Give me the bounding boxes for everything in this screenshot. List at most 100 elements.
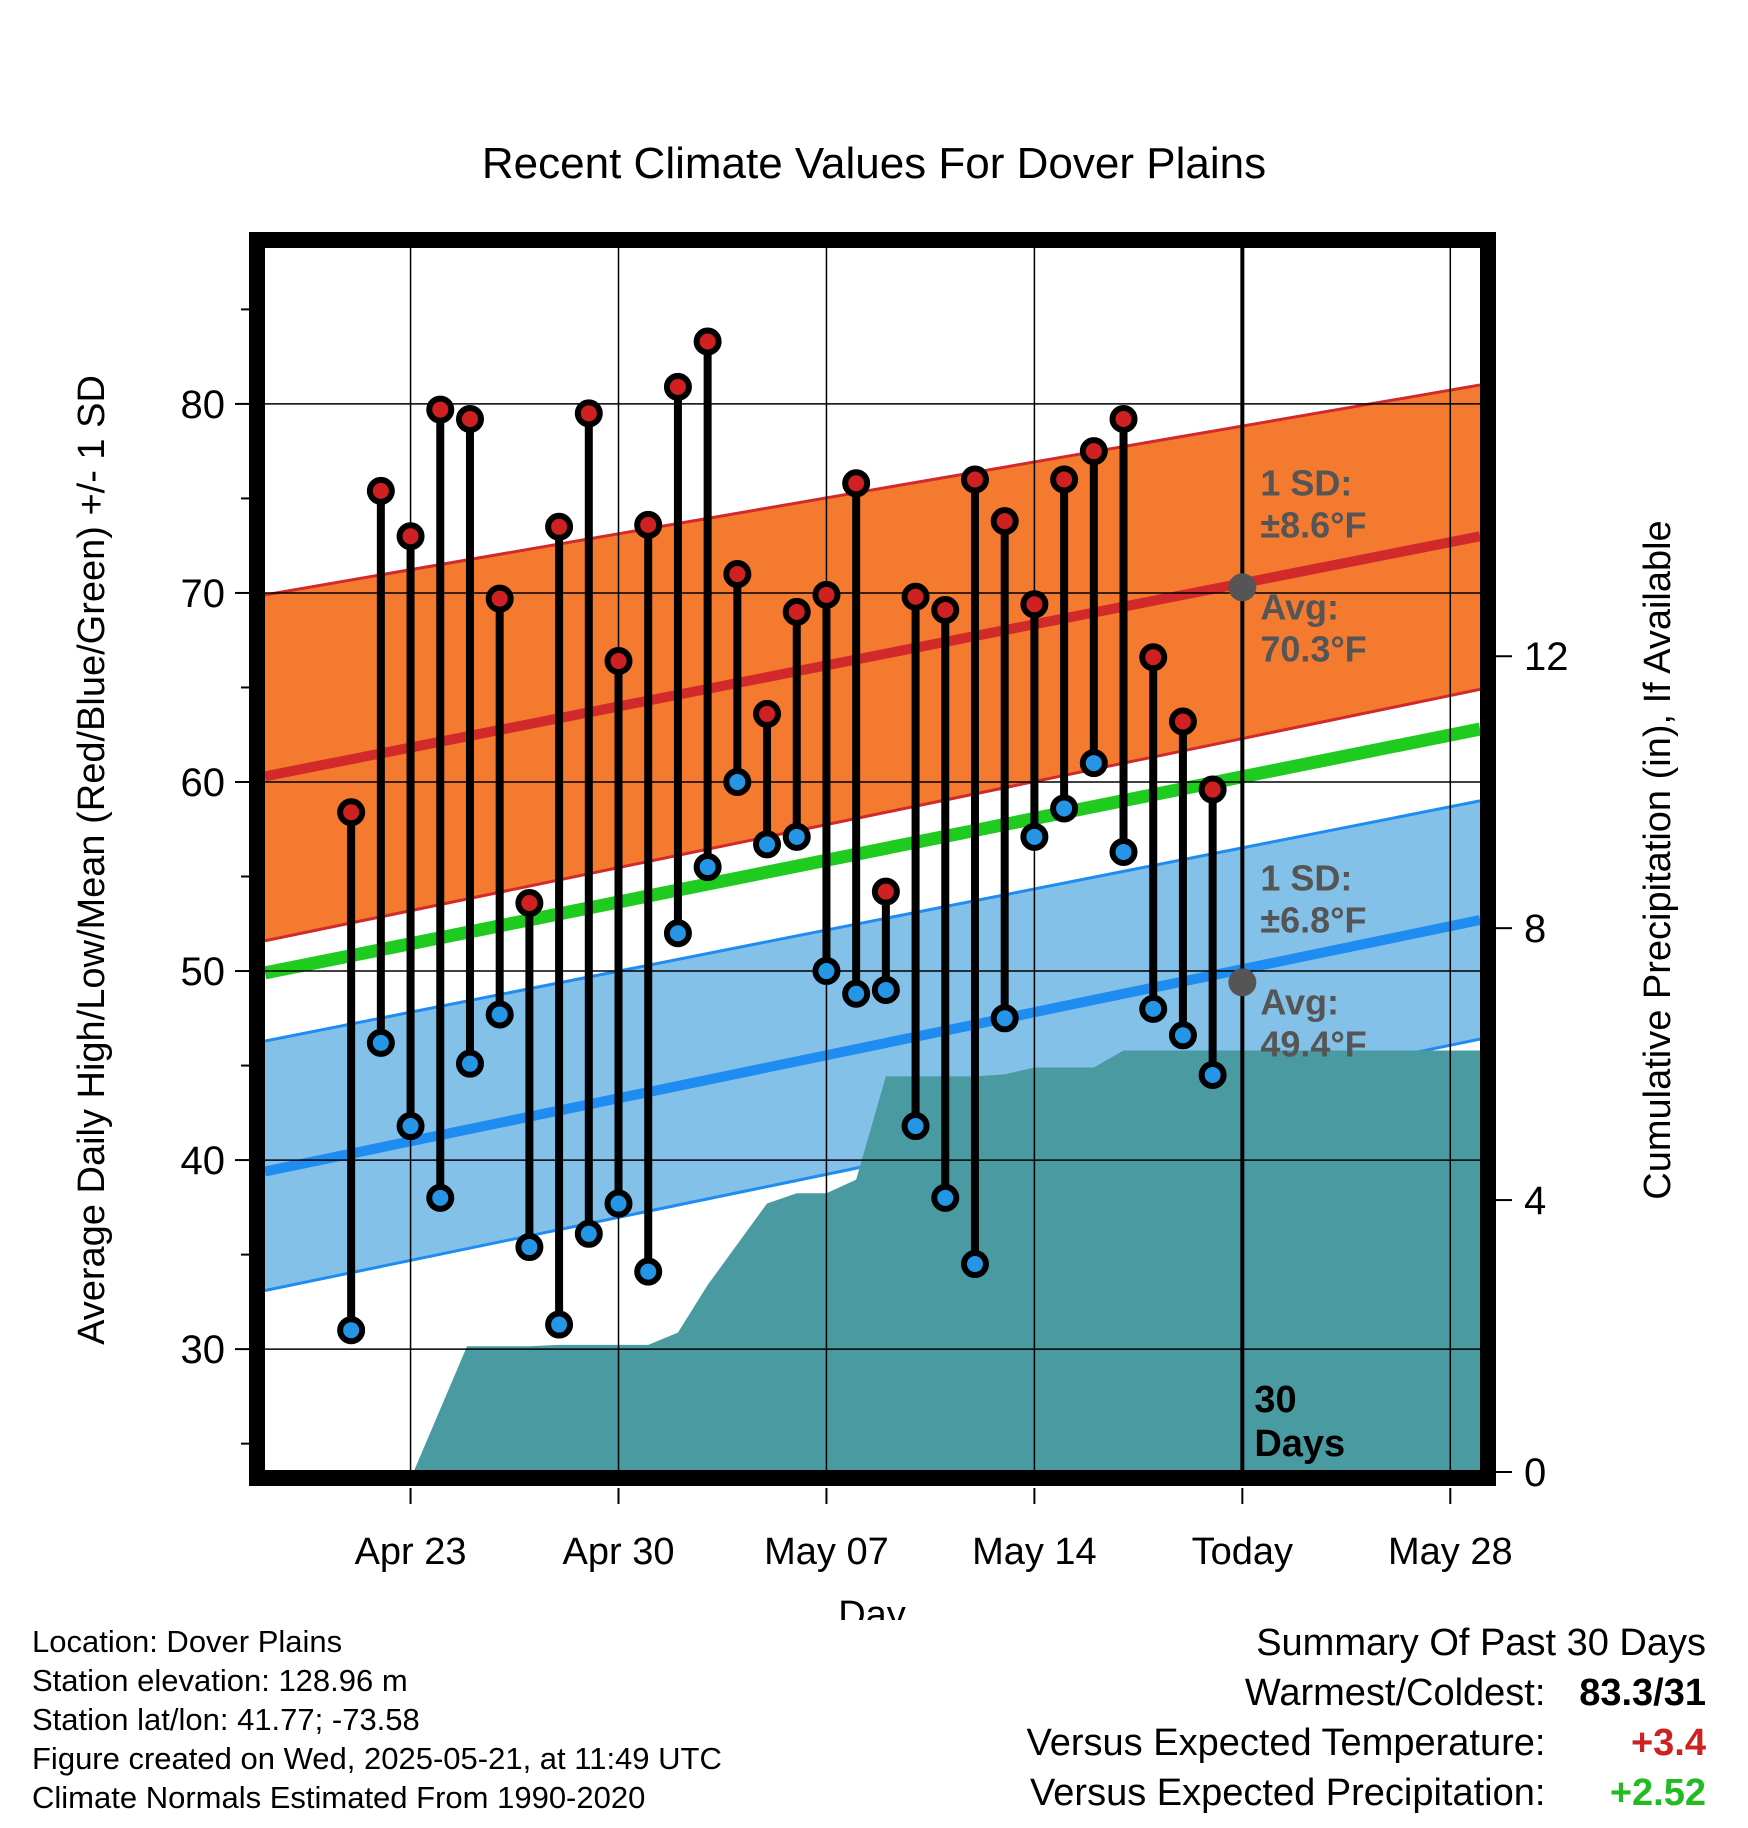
precip-area <box>265 1050 1480 1472</box>
daily-high-point <box>485 584 514 613</box>
daily-low-point <box>663 919 692 948</box>
daily-high-point <box>574 399 603 428</box>
y-axis-label: Average Daily High/Low/Mean (Red/Blue/Gr… <box>71 375 113 1345</box>
avg-label: Avg: <box>1260 586 1339 627</box>
y2-tick-label: 4 <box>1524 1179 1546 1223</box>
y-tick-label: 70 <box>181 572 226 616</box>
daily-high-point <box>366 476 395 505</box>
y-tick-label: 60 <box>181 761 226 805</box>
daily-high-point <box>396 522 425 551</box>
avg-label: Avg: <box>1260 981 1339 1022</box>
info-elevation: Station elevation: 128.96 m <box>32 1663 408 1698</box>
daily-range <box>931 595 960 1212</box>
daily-high-point <box>545 512 574 541</box>
today-days-label-part: Days <box>1254 1423 1345 1465</box>
daily-high-point <box>931 595 960 624</box>
warmest-label: Warmest/Coldest: <box>1244 1672 1546 1714</box>
precip-value: +2.52 <box>1609 1772 1706 1814</box>
summary-heading: Summary Of Past 30 Days <box>1256 1622 1706 1664</box>
summary-panel: Summary Of Past 30 Days Warmest/Coldest:… <box>1027 1618 1706 1818</box>
high-sd-band <box>265 385 1480 941</box>
normal-annotation: 1 SD:±8.6°F Avg:70.3°F <box>1228 462 1367 669</box>
daily-high-point <box>634 510 663 539</box>
daily-high-point <box>337 798 366 827</box>
summary-precip-row: Versus Expected Precipitation: +2.52 <box>1027 1768 1706 1818</box>
today-days-label-part: 30 <box>1254 1379 1296 1421</box>
y-tick-label: 50 <box>181 950 226 994</box>
daily-range <box>426 395 455 1212</box>
daily-low-point <box>723 767 752 796</box>
daily-low-point <box>1020 822 1049 851</box>
y-tick-label: 80 <box>181 383 226 427</box>
daily-low-point <box>960 1250 989 1279</box>
daily-low-point <box>515 1233 544 1262</box>
daily-range <box>753 699 782 859</box>
x-tick-label: Apr 30 <box>563 1531 675 1573</box>
chart-title: Recent Climate Values For Dover Plains <box>482 139 1266 188</box>
daily-high-point <box>723 560 752 589</box>
sd-label: 1 SD: <box>1260 857 1352 898</box>
daily-range <box>574 399 603 1248</box>
daily-range <box>485 584 514 1029</box>
daily-range <box>842 469 871 1008</box>
info-created: Figure created on Wed, 2025-05-21, at 11… <box>32 1741 722 1776</box>
daily-low-point <box>604 1189 633 1218</box>
x-tick-label: Apr 23 <box>355 1531 467 1573</box>
daily-low-point <box>693 853 722 882</box>
plot-frame <box>249 232 1496 1486</box>
daily-range <box>1079 437 1108 778</box>
daily-range <box>960 465 989 1279</box>
daily-low-point <box>1139 994 1168 1023</box>
daily-high-point <box>1109 405 1138 434</box>
info-location: Location: Dover Plains <box>32 1624 343 1659</box>
daily-high-point <box>871 877 900 906</box>
y-tick-label: 40 <box>181 1139 226 1183</box>
info-latlon: Station lat/lon: 41.77; -73.58 <box>32 1702 420 1737</box>
daily-range <box>1050 465 1079 823</box>
sd-value: ±8.6°F <box>1260 504 1366 545</box>
precip-label: Versus Expected Precipitation: <box>1030 1772 1546 1814</box>
daily-range <box>723 560 752 796</box>
daily-high-point <box>663 372 692 401</box>
daily-high-point <box>1168 707 1197 736</box>
daily-high-point <box>812 580 841 609</box>
daily-range <box>604 647 633 1218</box>
daily-low-point <box>1079 749 1108 778</box>
daily-low-point <box>931 1183 960 1212</box>
daily-high-point <box>1198 775 1227 804</box>
daily-range <box>396 522 425 1141</box>
temp-value: +3.4 <box>1630 1722 1706 1764</box>
x-axis-label: Day <box>838 1594 906 1620</box>
avg-value: 49.4°F <box>1260 1023 1366 1064</box>
daily-range <box>871 877 900 1004</box>
daily-range <box>1168 707 1197 1050</box>
x-tick-label: Today <box>1192 1531 1293 1573</box>
daily-low-point <box>871 975 900 1004</box>
daily-low-point <box>634 1257 663 1286</box>
daily-high-point <box>753 699 782 728</box>
normal-annotation: 1 SD:±6.8°F Avg:49.4°F <box>1228 857 1367 1064</box>
daily-range <box>1109 405 1138 866</box>
daily-range <box>455 405 484 1078</box>
daily-range <box>663 372 692 948</box>
avg-value: 70.3°F <box>1260 628 1366 669</box>
daily-high-point <box>782 597 811 626</box>
daily-low-point <box>990 1004 1019 1033</box>
daily-low-point <box>574 1219 603 1248</box>
daily-low-point <box>753 830 782 859</box>
temp-label: Versus Expected Temperature: <box>1026 1722 1546 1764</box>
daily-high-point <box>1020 590 1049 619</box>
daily-high-point <box>515 888 544 917</box>
daily-low-point <box>1109 837 1138 866</box>
daily-range <box>515 888 544 1262</box>
daily-low-point <box>426 1183 455 1212</box>
normal-avg-marker <box>1228 573 1257 602</box>
daily-range <box>693 327 722 882</box>
daily-high-point <box>1050 465 1079 494</box>
x-tick-label: May 07 <box>764 1531 889 1573</box>
daily-low-point <box>812 957 841 986</box>
daily-low-point <box>455 1049 484 1078</box>
daily-high-point <box>901 582 930 611</box>
daily-range <box>1198 775 1227 1090</box>
daily-high-point <box>426 395 455 424</box>
